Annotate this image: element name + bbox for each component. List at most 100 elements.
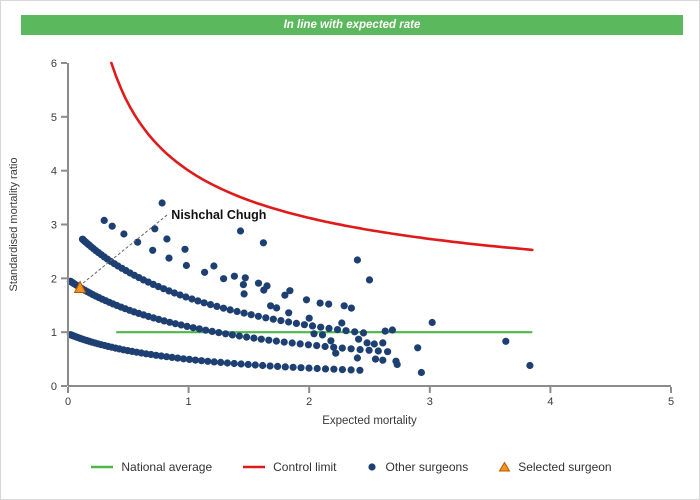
status-banner: In line with expected rate bbox=[21, 15, 683, 35]
scatter-point bbox=[288, 339, 296, 347]
scatter-point bbox=[176, 291, 184, 299]
scatter-point bbox=[327, 337, 335, 345]
scatter-point bbox=[200, 299, 208, 307]
scatter-point bbox=[220, 275, 228, 283]
selected-surgeon-label: Nishchal Chugh bbox=[171, 208, 266, 222]
selected-surgeon-triangle-swatch bbox=[498, 461, 511, 472]
scatter-point bbox=[262, 314, 270, 322]
scatter-point bbox=[223, 359, 231, 367]
scatter-point bbox=[393, 360, 401, 369]
scatter-point bbox=[163, 235, 171, 243]
scatter-point bbox=[208, 327, 216, 335]
y-tick-label: 3 bbox=[51, 220, 57, 232]
scatter-point bbox=[155, 315, 163, 323]
scatter-point bbox=[263, 282, 271, 290]
scatter-point bbox=[265, 336, 273, 344]
scatter-point bbox=[347, 345, 355, 353]
scatter-point bbox=[157, 352, 165, 360]
scatter-point bbox=[166, 318, 174, 326]
scatter-point bbox=[201, 268, 209, 276]
scatter-point bbox=[502, 337, 510, 345]
scatter-point bbox=[318, 331, 327, 339]
scatter-point bbox=[272, 337, 280, 345]
scatter-point bbox=[204, 357, 212, 365]
scatter-point bbox=[355, 335, 363, 343]
scatter-point bbox=[149, 246, 157, 254]
scatter-point bbox=[240, 309, 248, 317]
scatter-point bbox=[353, 354, 361, 362]
scatter-point bbox=[257, 335, 265, 343]
scatter-point bbox=[177, 321, 185, 329]
scatter-point bbox=[174, 354, 182, 362]
scatter-point bbox=[170, 289, 179, 297]
scatter-point bbox=[333, 326, 342, 334]
scatter-point bbox=[233, 307, 241, 316]
scatter-point bbox=[289, 363, 297, 371]
scatter-point bbox=[371, 355, 380, 363]
scatter-point bbox=[254, 312, 262, 320]
scatter-point bbox=[188, 295, 196, 303]
legend-item-national-average: National average bbox=[90, 460, 212, 474]
scatter-point bbox=[206, 301, 215, 309]
scatter-point bbox=[120, 230, 128, 238]
scatter-point bbox=[285, 309, 293, 317]
scatter-point bbox=[338, 319, 346, 327]
scatter-point bbox=[273, 304, 281, 312]
scatter-point bbox=[313, 364, 321, 373]
legend-label: Selected surgeon bbox=[518, 460, 612, 474]
scatter-point bbox=[330, 343, 338, 351]
control-limit-line-swatch bbox=[243, 465, 266, 469]
funnel-plot: 0 1 2 3 4 5 0 1 2 3 4 5 6 Nishchal Chugh Expected mo… bbox=[8, 58, 674, 427]
scatter-point bbox=[296, 340, 304, 348]
axes: 0 1 2 3 4 5 0 1 2 3 4 5 6 bbox=[51, 58, 674, 408]
chart-legend: National average Control limit Other sur… bbox=[1, 457, 699, 477]
y-axis-title: Standardised mortality ratio bbox=[8, 158, 20, 292]
scatter-point bbox=[182, 293, 190, 301]
scatter-point bbox=[414, 344, 422, 352]
scatter-point bbox=[239, 281, 247, 289]
other-surgeons-points bbox=[66, 199, 534, 377]
scatter-point bbox=[280, 338, 288, 346]
scatter-point bbox=[202, 326, 210, 334]
scatter-point bbox=[332, 349, 340, 357]
scatter-point bbox=[100, 216, 108, 224]
scatter-point bbox=[384, 348, 392, 356]
scatter-point bbox=[359, 329, 368, 337]
scatter-point bbox=[363, 339, 371, 347]
scatter-point bbox=[338, 366, 346, 374]
scatter-point bbox=[213, 302, 221, 310]
scatter-point bbox=[313, 342, 321, 350]
scatter-point bbox=[179, 355, 188, 363]
scatter-point bbox=[230, 272, 238, 280]
y-tick-label: 2 bbox=[51, 273, 57, 285]
scatter-point bbox=[158, 199, 166, 207]
x-tick-label: 1 bbox=[186, 396, 192, 408]
scatter-point bbox=[305, 364, 313, 372]
scatter-point bbox=[241, 274, 249, 282]
y-tick-label: 4 bbox=[51, 166, 57, 178]
scatter-point bbox=[351, 328, 359, 336]
scatter-point bbox=[286, 287, 294, 295]
scatter-point bbox=[195, 325, 203, 333]
scatter-point bbox=[310, 330, 318, 338]
scatter-point bbox=[281, 291, 289, 299]
scatter-point bbox=[379, 339, 387, 347]
scatter-point bbox=[321, 342, 329, 351]
scatter-point bbox=[219, 304, 228, 312]
scatter-point bbox=[370, 340, 378, 348]
scatter-point bbox=[254, 279, 263, 287]
scatter-point bbox=[215, 329, 223, 337]
legend-item-control-limit: Control limit bbox=[242, 460, 336, 474]
legend-label: Other surgeons bbox=[385, 460, 469, 474]
scatter-point bbox=[356, 346, 364, 354]
scatter-point bbox=[194, 297, 202, 305]
scatter-point bbox=[304, 341, 312, 349]
x-tick-label: 3 bbox=[427, 396, 433, 408]
scatter-point bbox=[189, 324, 197, 332]
scatter-point bbox=[356, 366, 364, 374]
national-average-line-swatch bbox=[91, 465, 114, 469]
scatter-point bbox=[274, 362, 282, 370]
scatter-point bbox=[251, 361, 259, 369]
scatter-point bbox=[365, 346, 373, 354]
